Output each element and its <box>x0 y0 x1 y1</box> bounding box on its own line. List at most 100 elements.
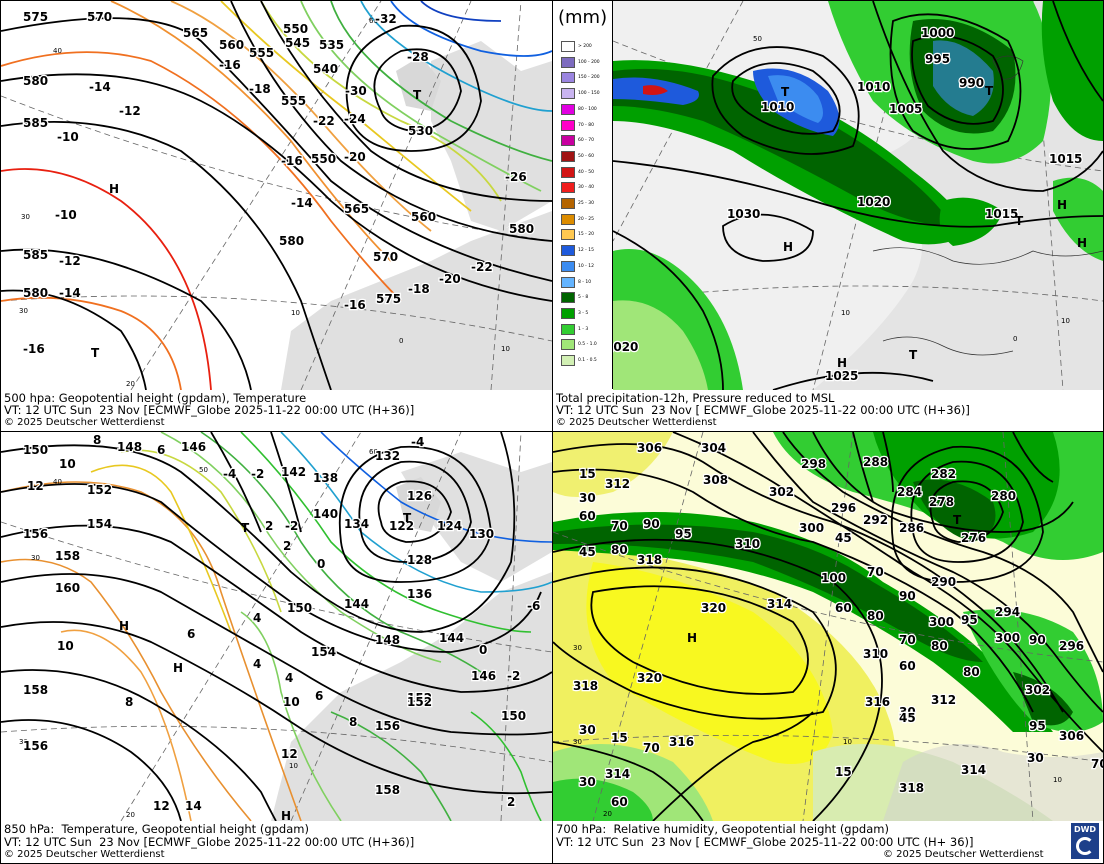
legend-class-label: 12 - 15 <box>578 248 594 254</box>
rh-label: 60 <box>611 795 628 809</box>
map-500hpa: 40 30 30 20 10 0 10 60 575 570 565 560 5… <box>1 1 552 390</box>
legend-swatch <box>561 150 575 162</box>
legend-class-label: 25 - 30 <box>578 201 594 206</box>
legend-class-label: 60 - 70 <box>578 138 594 144</box>
grid-label: 40 <box>53 478 62 486</box>
rh-label: 30 <box>579 723 596 737</box>
low-center: T <box>781 85 790 99</box>
grid-label: 30 <box>21 213 30 221</box>
height-label: 316 <box>865 695 890 709</box>
legend-swatch <box>561 292 575 304</box>
height-label: 158 <box>375 783 400 797</box>
temp-label: -30 <box>345 84 367 98</box>
temp-label: -4 <box>411 435 424 449</box>
temp-label: -22 <box>471 260 493 274</box>
height-label: 535 <box>319 38 344 52</box>
dwd-logo: DWD <box>1071 823 1099 859</box>
rh-label: 95 <box>675 527 692 541</box>
legend-swatch <box>561 245 575 257</box>
height-label: 570 <box>373 250 398 264</box>
legend-class-label: 80 - 100 <box>578 106 597 112</box>
height-label: 140 <box>313 507 338 521</box>
height-label: 136 <box>407 587 432 601</box>
isobar-label: 1015 <box>1049 152 1082 166</box>
rh-label: 60 <box>835 601 852 615</box>
grid-label: 30 <box>573 644 582 652</box>
rh-label: 15 <box>835 765 852 779</box>
height-label: 152 <box>407 691 432 705</box>
high-center: H <box>1057 198 1067 212</box>
temp-label: 8 <box>125 695 133 709</box>
caption-title: 700 hPa: Relative humidity, Geopotential… <box>556 822 889 836</box>
height-label: 142 <box>281 465 306 479</box>
height-label: 294 <box>995 605 1020 619</box>
height-label: 128 <box>407 553 432 567</box>
height-label: 580 <box>509 222 534 236</box>
grid-label: 0 <box>399 337 403 345</box>
legend-class-label: 150 - 200 <box>578 75 600 81</box>
rh-label: 60 <box>899 659 916 673</box>
temp-label: -14 <box>59 286 81 300</box>
temp-label: -28 <box>407 50 429 64</box>
grid-label: 30 <box>19 738 28 746</box>
legend-class-label: 10 - 12 <box>578 263 594 269</box>
height-label: 565 <box>183 26 208 40</box>
temp-label: 2 <box>283 539 291 553</box>
legend-class-label: 1 - 3 <box>578 326 589 332</box>
caption-title: 500 hpa: Geopotential height (gpdam), Te… <box>4 391 307 405</box>
grid-label: 0 <box>1013 335 1017 343</box>
rh-label: 30 <box>579 491 596 505</box>
caption-valid-time: VT: 12 UTC Sun 23 Nov [ECMWF_Globe 2025-… <box>4 835 415 849</box>
height-label: 580 <box>279 234 304 248</box>
high-center: H <box>783 240 793 254</box>
legend-class-label: 0.5 - 1.0 <box>578 342 597 348</box>
low-center: T <box>909 348 918 362</box>
rh-label: 15 <box>579 467 596 481</box>
land-area <box>271 572 552 821</box>
height-label: 150 <box>501 709 526 723</box>
caption-copyright: © 2025 Deutscher Wetterdienst <box>4 849 165 860</box>
high-center: H <box>687 631 697 645</box>
precip-area <box>613 300 708 390</box>
temp-label: 0 <box>317 557 325 571</box>
low-center: T <box>403 511 412 525</box>
height-label: 312 <box>605 477 630 491</box>
temp-label: 12 <box>153 799 170 813</box>
height-label: 565 <box>344 202 369 216</box>
precip-area <box>1053 177 1103 261</box>
temp-label: 8 <box>349 715 357 729</box>
temp-label: 8 <box>93 433 101 447</box>
rh-label: 70 <box>643 741 660 755</box>
legend-swatch <box>561 276 575 288</box>
rh-label: 60 <box>579 509 596 523</box>
panel-700hpa: 30 30 20 10 10 306 304 308 312 302 298 2… <box>552 431 1104 864</box>
temp-label: -2 <box>285 519 298 533</box>
rh-label: 90 <box>899 589 916 603</box>
rh-label: 45 <box>579 545 596 559</box>
rh-label: 70 <box>867 565 884 579</box>
legend-swatch <box>561 72 575 84</box>
isobar-label: 1000 <box>921 26 954 40</box>
rh-label: 70 <box>1091 757 1103 771</box>
high-center: H <box>119 619 129 633</box>
temp-label: 2 <box>507 795 515 809</box>
low-center: T <box>1015 214 1024 228</box>
legend-swatch <box>561 229 575 241</box>
temp-label: 10 <box>59 457 76 471</box>
height-label: 158 <box>55 549 80 563</box>
height-label: 575 <box>376 292 401 306</box>
height-label: 585 <box>23 116 48 130</box>
temp-label: 6 <box>315 689 323 703</box>
height-label: 300 <box>929 615 954 629</box>
legend-class-label: 70 - 80 <box>578 122 594 128</box>
legend-swatch <box>561 135 575 147</box>
grid-label: 30 <box>19 307 28 315</box>
temp-label: -20 <box>439 272 461 286</box>
rh-label: 100 <box>821 571 846 585</box>
height-label: 318 <box>573 679 598 693</box>
height-label: 585 <box>23 248 48 262</box>
caption-title: Total precipitation-12h, Pressure reduce… <box>556 391 835 405</box>
rh-label: 90 <box>1029 633 1046 647</box>
temp-label: -12 <box>59 254 81 268</box>
grid-label: 20 <box>603 810 612 818</box>
